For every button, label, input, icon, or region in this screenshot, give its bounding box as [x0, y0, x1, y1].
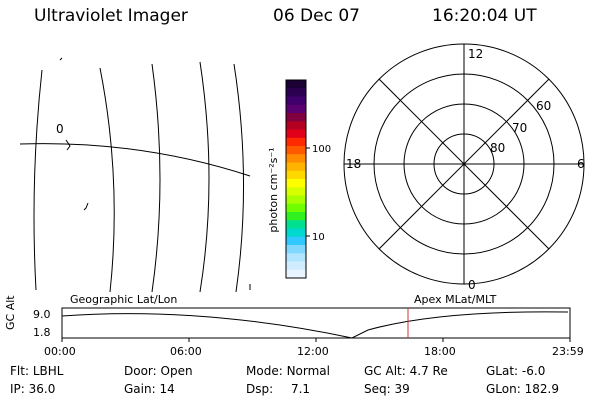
- info-glat: GLat: -6.0: [486, 364, 546, 378]
- colorbar-unit-label: photon cm⁻²s⁻¹: [267, 147, 280, 232]
- colorbar-segment: [286, 261, 306, 271]
- meridian-line: [233, 63, 244, 293]
- colorbar-tick-label: 100: [312, 144, 331, 155]
- time-label: 16:20:04 UT: [432, 6, 537, 26]
- colorbar-segment: [286, 170, 306, 180]
- colorbar-segment: [286, 104, 306, 114]
- colorbar-segment: [286, 88, 306, 97]
- x-tick-label: 18:00: [424, 345, 456, 358]
- meridian-line: [151, 63, 161, 293]
- info-glon: GLon: 182.9: [486, 382, 559, 396]
- colorbar-segment: [286, 162, 306, 172]
- latitude-line: [19, 143, 251, 177]
- lat-label-80: 80: [490, 141, 505, 155]
- colorbar-segment: [286, 203, 306, 213]
- coastline-fragment: [65, 139, 71, 151]
- lat-label-60: 60: [536, 99, 551, 113]
- date-label: 06 Dec 07: [273, 6, 360, 26]
- geo-grid-label: 0: [56, 122, 64, 136]
- info-flt: Flt: LBHL: [10, 364, 64, 378]
- geo-map-panel: [19, 57, 251, 293]
- info-gc-alt: GC Alt: 4.7 Re: [364, 364, 448, 378]
- x-tick-label: 00:00: [44, 345, 76, 358]
- info-seq: Seq: 39: [364, 382, 410, 396]
- info-ip: IP: 36.0: [10, 382, 56, 396]
- meridian-line: [199, 61, 210, 293]
- info-gain: Gain: 14: [124, 382, 175, 396]
- x-tick-label: 23:59: [552, 345, 584, 358]
- polar-diagonal: [378, 78, 550, 250]
- x-tick-label: 12:00: [297, 345, 329, 358]
- polar-plot: [343, 43, 585, 285]
- mlt-label-dawn: 6: [577, 157, 585, 171]
- colorbar: [286, 80, 306, 279]
- altitude-curve: [61, 311, 569, 339]
- colorbar-segment: [286, 129, 306, 139]
- colorbar-segment: [286, 137, 306, 147]
- apex-label: Apex MLat/MLT: [414, 293, 497, 306]
- colorbar-segment: [286, 212, 306, 221]
- colorbar-segment: [286, 253, 306, 262]
- colorbar-segment: [286, 236, 306, 246]
- colorbar-segment: [286, 179, 306, 188]
- gc-alt-axis-label: GC Alt: [4, 295, 17, 330]
- colorbar-segment: [286, 269, 306, 279]
- colorbar-segment: [286, 113, 306, 122]
- geographic-label: Geographic Lat/Lon: [70, 293, 178, 306]
- y-tick-label: 9.0: [33, 308, 51, 321]
- info-dsp: Dsp: 7.1: [246, 382, 311, 396]
- colorbar-segment: [286, 154, 306, 163]
- x-tick-label: 06:00: [170, 345, 202, 358]
- colorbar-segment: [286, 80, 306, 89]
- info-door: Door: Open: [124, 364, 193, 378]
- coastline-fragment: [83, 202, 89, 211]
- colorbar-segment: [286, 195, 306, 205]
- colorbar-tick-label: 10: [312, 232, 325, 243]
- colorbar-segment: [286, 220, 306, 229]
- meridian-line: [33, 69, 43, 291]
- map-corner-mark: [59, 57, 63, 61]
- mlt-label-dusk: 18: [346, 157, 361, 171]
- colorbar-segment: [286, 146, 306, 155]
- colorbar-segment: [286, 121, 306, 130]
- mlt-label-noon: 12: [468, 47, 483, 61]
- lat-label-70: 70: [512, 121, 527, 135]
- y-tick-label: 1.8: [33, 326, 51, 339]
- colorbar-frame: [285, 79, 307, 279]
- colorbar-segment: [286, 228, 306, 238]
- colorbar-segment: [286, 245, 306, 254]
- colorbar-segment: [286, 96, 306, 106]
- instrument-title: Ultraviolet Imager: [34, 6, 188, 26]
- info-mode: Mode: Normal: [246, 364, 330, 378]
- colorbar-segment: [286, 187, 306, 196]
- mlt-label-midnight: 0: [468, 278, 476, 292]
- meridian-line: [99, 67, 115, 293]
